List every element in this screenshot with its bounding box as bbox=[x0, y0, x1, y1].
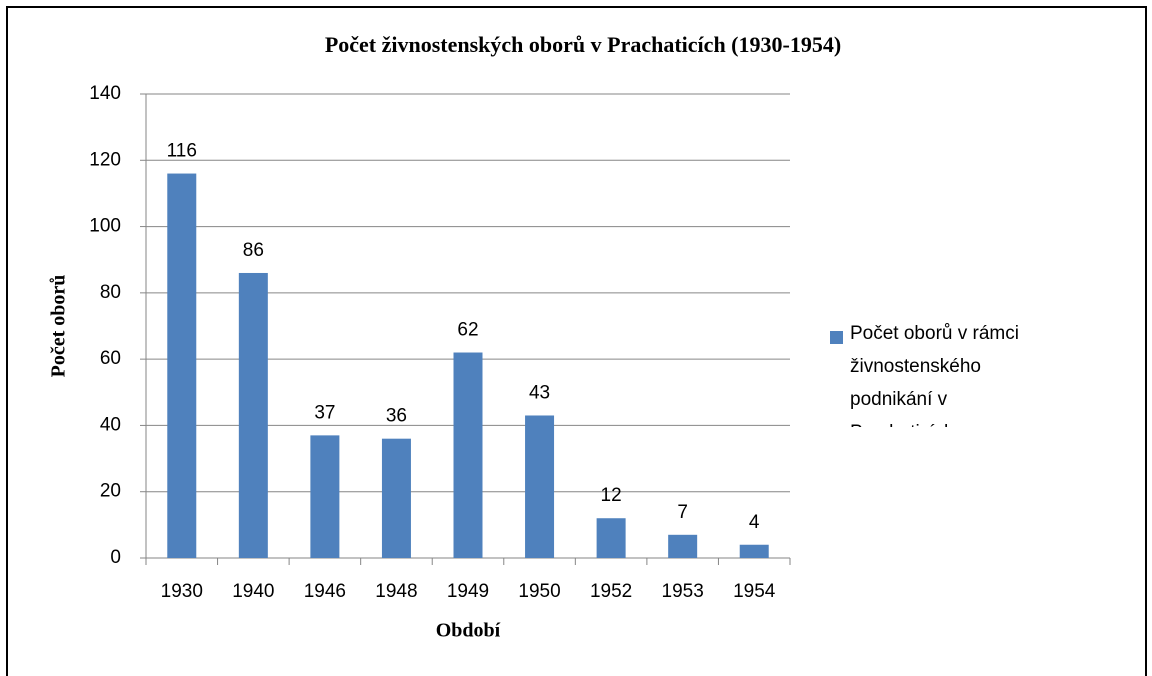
x-tick-label: 1946 bbox=[304, 581, 346, 602]
data-label: 4 bbox=[749, 512, 760, 533]
chart-title: Počet živnostenských oborů v Prachaticíc… bbox=[325, 32, 841, 57]
data-label: 62 bbox=[457, 320, 478, 341]
data-label: 43 bbox=[529, 383, 550, 404]
y-tick-label: 20 bbox=[100, 481, 121, 502]
x-tick-label: 1930 bbox=[161, 581, 203, 602]
y-axis-title: Počet oborů bbox=[48, 275, 70, 378]
data-label: 12 bbox=[601, 485, 622, 506]
data-label: 36 bbox=[386, 406, 407, 427]
x-tick-label: 1950 bbox=[518, 581, 560, 602]
bar bbox=[310, 435, 340, 558]
bar bbox=[668, 534, 698, 558]
x-tick-label: 1953 bbox=[662, 581, 704, 602]
bar bbox=[238, 272, 268, 558]
x-tick-label: 1940 bbox=[232, 581, 274, 602]
data-label: 7 bbox=[677, 502, 688, 523]
legend-swatch bbox=[830, 331, 843, 344]
bar bbox=[167, 173, 197, 559]
y-tick-label: 120 bbox=[89, 149, 121, 170]
y-tick-label: 40 bbox=[100, 414, 121, 435]
data-label: 116 bbox=[167, 141, 197, 162]
legend-label: Počet oborů v rámci živnostenského podni… bbox=[850, 323, 1019, 427]
data-label: 37 bbox=[314, 402, 335, 423]
y-tick-label: 140 bbox=[89, 83, 121, 104]
data-label: 86 bbox=[243, 240, 264, 261]
y-tick-label: 80 bbox=[100, 282, 121, 303]
x-tick-label: 1948 bbox=[375, 581, 417, 602]
y-tick-label: 60 bbox=[100, 348, 121, 369]
x-axis-title: Období bbox=[436, 620, 501, 642]
bar bbox=[525, 415, 555, 558]
legend-entry: Počet oborů v rámci živnostenského podni… bbox=[850, 323, 1019, 427]
bar bbox=[739, 544, 769, 558]
chart-border bbox=[6, 6, 1147, 676]
x-tick-label: 1954 bbox=[733, 581, 776, 602]
y-tick-label: 100 bbox=[89, 216, 121, 237]
x-tick-label: 1949 bbox=[447, 581, 489, 602]
bar bbox=[596, 518, 626, 558]
bar bbox=[453, 352, 483, 558]
x-tick-label: 1952 bbox=[590, 581, 632, 602]
y-tick-label: 0 bbox=[110, 547, 121, 568]
bar bbox=[381, 438, 411, 558]
